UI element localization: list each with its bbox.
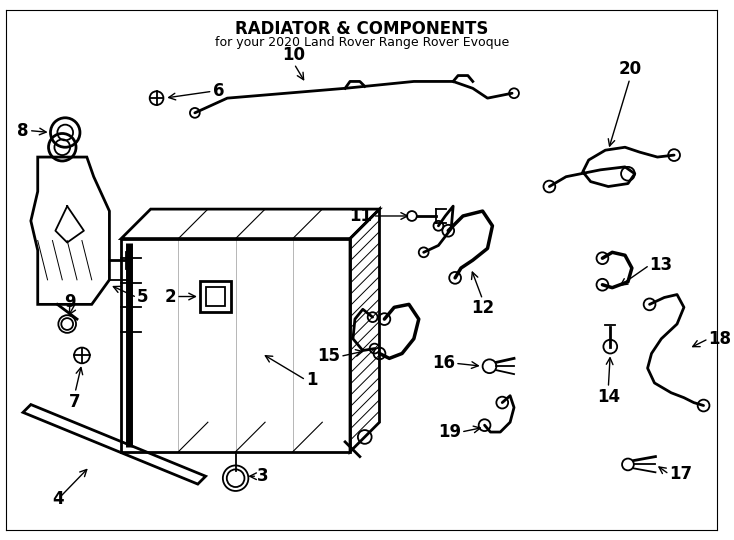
Text: 3: 3 xyxy=(257,467,269,485)
Text: 8: 8 xyxy=(18,122,29,139)
Text: 6: 6 xyxy=(213,82,224,100)
Text: 13: 13 xyxy=(650,256,672,274)
Bar xyxy=(200,281,231,312)
Bar xyxy=(206,287,225,306)
Text: 1: 1 xyxy=(306,371,317,389)
Text: 15: 15 xyxy=(317,347,340,366)
Text: 9: 9 xyxy=(65,293,76,312)
Text: 7: 7 xyxy=(69,393,81,411)
Text: RADIATOR & COMPONENTS: RADIATOR & COMPONENTS xyxy=(235,19,489,38)
Text: 4: 4 xyxy=(53,490,64,508)
Text: 12: 12 xyxy=(471,300,494,318)
Text: 18: 18 xyxy=(708,330,732,348)
Text: 17: 17 xyxy=(669,465,692,483)
Text: 19: 19 xyxy=(438,423,461,441)
Text: 11: 11 xyxy=(349,207,373,225)
Text: 10: 10 xyxy=(283,46,305,64)
Text: 2: 2 xyxy=(164,287,176,306)
Text: 16: 16 xyxy=(432,354,455,372)
Text: 5: 5 xyxy=(137,288,148,307)
Text: 20: 20 xyxy=(618,60,642,78)
Text: for your 2020 Land Rover Range Rover Evoque: for your 2020 Land Rover Range Rover Evo… xyxy=(214,36,509,49)
Text: 14: 14 xyxy=(597,388,620,406)
